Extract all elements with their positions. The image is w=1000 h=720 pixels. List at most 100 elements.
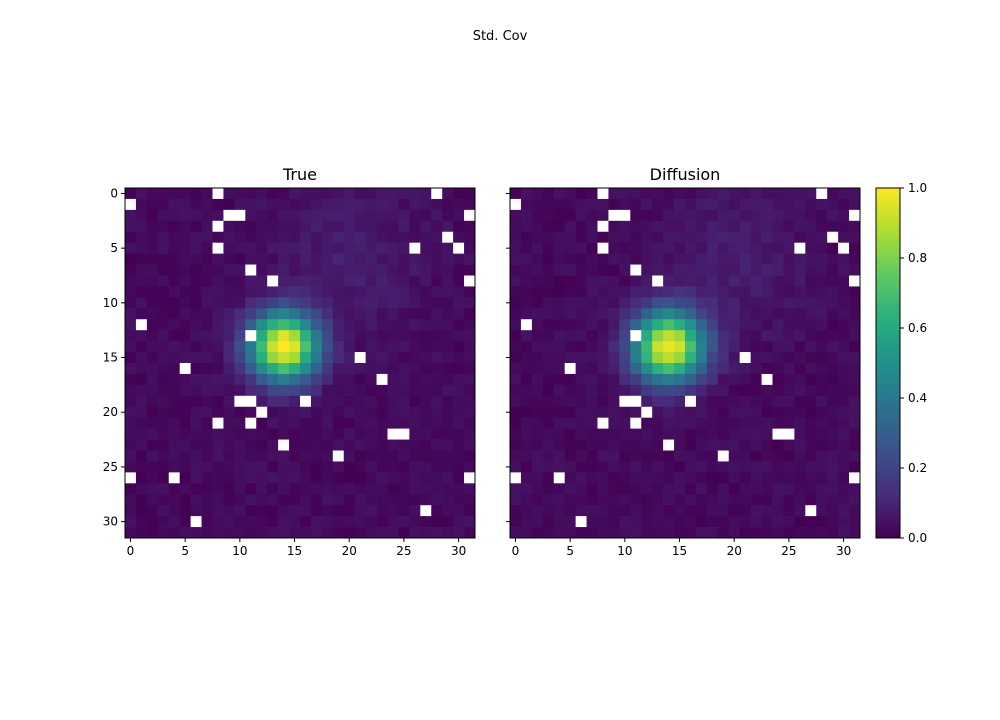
heatmap-cell bbox=[717, 220, 730, 233]
heatmap-cell bbox=[805, 384, 817, 397]
heatmap-cell bbox=[234, 461, 246, 473]
heatmap-cell bbox=[354, 253, 366, 265]
heatmap-cell bbox=[663, 384, 675, 397]
heatmap-cell-missing bbox=[234, 209, 246, 222]
heatmap-cell bbox=[630, 308, 642, 320]
heatmap-cell bbox=[234, 319, 246, 331]
heatmap-cell bbox=[409, 188, 421, 200]
heatmap-cell bbox=[739, 483, 751, 495]
heatmap-cell bbox=[553, 188, 566, 200]
heatmap-cell bbox=[783, 450, 795, 462]
heatmap-cell bbox=[663, 275, 675, 287]
heatmap-cell bbox=[420, 188, 432, 200]
heatmap-cell bbox=[772, 527, 784, 539]
heatmap-cell bbox=[542, 384, 555, 397]
heatmap-cell bbox=[695, 505, 708, 517]
heatmap-cell bbox=[849, 319, 861, 331]
heatmap-cell bbox=[387, 384, 399, 397]
heatmap-cell bbox=[761, 220, 773, 233]
colorbar-tick-label: 0.0 bbox=[908, 531, 927, 545]
heatmap-cell bbox=[234, 363, 246, 375]
heatmap-cell bbox=[354, 494, 366, 506]
heatmap-cell bbox=[332, 253, 345, 265]
heatmap-cell-missing bbox=[608, 209, 620, 222]
heatmap-cell bbox=[608, 330, 620, 342]
heatmap-cell bbox=[564, 439, 576, 451]
heatmap-cell bbox=[706, 330, 719, 342]
heatmap-cell bbox=[135, 505, 148, 517]
heatmap-cell bbox=[157, 319, 170, 331]
heatmap-cell bbox=[531, 220, 544, 233]
heatmap-cell bbox=[190, 472, 202, 484]
heatmap-cell bbox=[332, 373, 345, 386]
heatmap-cell bbox=[564, 253, 576, 265]
heatmap-cell bbox=[332, 286, 345, 298]
heatmap-cell bbox=[816, 319, 828, 331]
heatmap-cell bbox=[838, 483, 850, 495]
heatmap-cell bbox=[343, 527, 356, 539]
heatmap-cell bbox=[827, 373, 839, 386]
heatmap-cell bbox=[157, 242, 170, 254]
x-tick-label: 30 bbox=[836, 544, 851, 558]
heatmap-cell bbox=[398, 264, 410, 276]
heatmap-cell bbox=[332, 494, 345, 506]
y-tick-label: 25 bbox=[103, 460, 118, 474]
heatmap-cell bbox=[354, 384, 366, 397]
heatmap-cell bbox=[343, 472, 356, 484]
heatmap-cell bbox=[783, 527, 795, 539]
heatmap-cell bbox=[300, 253, 312, 265]
heatmap-cell bbox=[816, 308, 828, 320]
heatmap-cell bbox=[409, 198, 421, 211]
heatmap-cell bbox=[267, 297, 279, 309]
heatmap-cell bbox=[278, 384, 290, 397]
heatmap-cell bbox=[805, 516, 817, 528]
heatmap-cell bbox=[641, 319, 653, 331]
heatmap-cell bbox=[728, 395, 741, 408]
heatmap-cell bbox=[739, 472, 751, 484]
heatmap-cell bbox=[805, 188, 817, 200]
heatmap-cell bbox=[125, 494, 137, 506]
heatmap-cell bbox=[245, 308, 257, 320]
heatmap-cell bbox=[212, 406, 224, 419]
heatmap-cell bbox=[223, 352, 235, 364]
heatmap-cell bbox=[146, 352, 159, 364]
heatmap-cell bbox=[256, 209, 268, 222]
heatmap-cell bbox=[321, 209, 334, 222]
heatmap-cell bbox=[772, 198, 784, 211]
heatmap-cell bbox=[663, 242, 675, 254]
heatmap-cell bbox=[597, 373, 609, 386]
heatmap-cell bbox=[300, 308, 312, 320]
heatmap-cell bbox=[553, 253, 566, 265]
heatmap-cell bbox=[849, 494, 861, 506]
heatmap-cell bbox=[685, 286, 697, 298]
heatmap-cell bbox=[608, 373, 620, 386]
heatmap-cell bbox=[597, 330, 609, 342]
heatmap-cell bbox=[310, 231, 323, 244]
heatmap-cell bbox=[674, 297, 686, 309]
heatmap-cell bbox=[321, 330, 334, 342]
heatmap-cell bbox=[531, 373, 544, 386]
heatmap-cell bbox=[267, 527, 279, 539]
heatmap-cell bbox=[597, 286, 609, 298]
heatmap-cell bbox=[510, 231, 522, 244]
heatmap-cell bbox=[553, 439, 566, 451]
heatmap-cell bbox=[510, 373, 522, 386]
heatmap-cell bbox=[531, 527, 544, 539]
heatmap-cell bbox=[783, 242, 795, 254]
heatmap-cell bbox=[761, 253, 773, 265]
heatmap-cell bbox=[641, 330, 653, 342]
heatmap-cell bbox=[717, 373, 730, 386]
y-tick-label: 5 bbox=[110, 241, 118, 255]
heatmap-cell bbox=[420, 242, 432, 254]
heatmap-cell bbox=[409, 253, 421, 265]
heatmap-cell bbox=[267, 516, 279, 528]
heatmap-cell bbox=[464, 198, 476, 211]
x-tick-label: 15 bbox=[672, 544, 687, 558]
heatmap-cell bbox=[398, 461, 410, 473]
heatmap-cell bbox=[289, 330, 301, 342]
heatmap-cell bbox=[179, 505, 191, 517]
heatmap-cell bbox=[597, 483, 609, 495]
heatmap-cell bbox=[520, 352, 533, 364]
heatmap-cell bbox=[674, 352, 686, 364]
heatmap-cell bbox=[300, 472, 312, 484]
